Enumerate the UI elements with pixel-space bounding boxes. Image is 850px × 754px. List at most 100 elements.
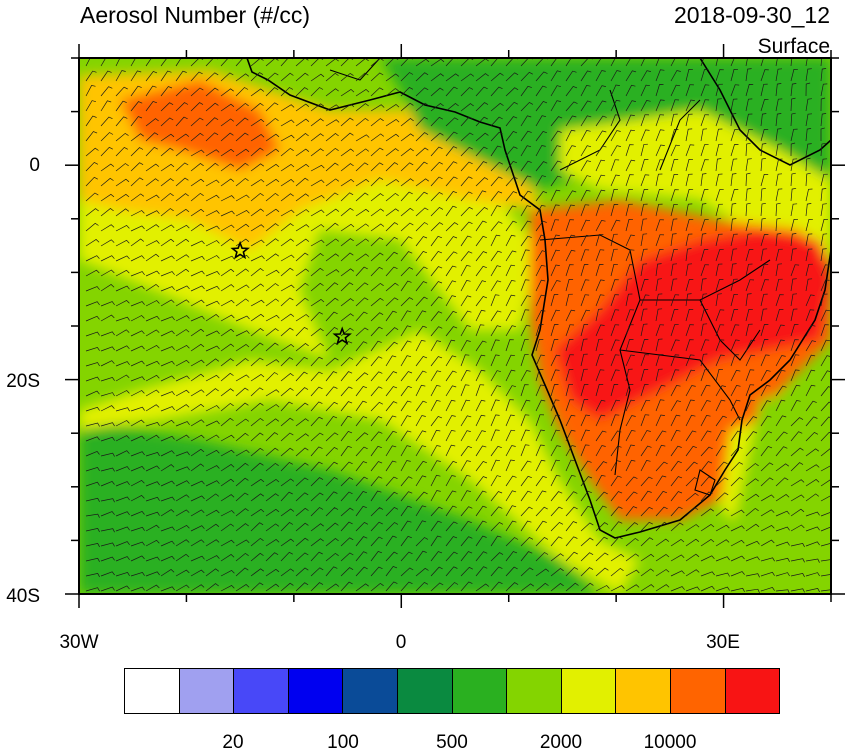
wind-barb — [640, 537, 654, 547]
wind-barb — [520, 536, 534, 547]
wind-barb — [235, 584, 250, 592]
wind-barb — [205, 358, 220, 367]
wind-barb — [100, 255, 115, 262]
wind-barb — [730, 113, 737, 127]
wind-barb — [100, 269, 115, 277]
wind-barb — [445, 430, 456, 442]
wind-barb — [325, 269, 340, 277]
x-axis-label-30w: 30W — [59, 632, 99, 653]
wind-barb — [145, 70, 158, 82]
wind-barb — [640, 70, 651, 82]
wind-barb — [100, 86, 113, 97]
wind-barb — [415, 384, 426, 397]
wind-barb — [235, 523, 249, 532]
wind-barb — [745, 233, 753, 247]
wind-barb — [250, 537, 264, 547]
wind-barb — [775, 494, 790, 502]
wind-barb — [115, 255, 130, 262]
wind-barb — [340, 178, 355, 187]
wind-barb — [520, 324, 531, 337]
wind-barb — [220, 255, 235, 262]
wind-barb — [730, 218, 737, 232]
wind-barb — [340, 552, 354, 562]
wind-barb — [790, 293, 798, 307]
wind-barb — [415, 116, 428, 127]
wind-barb — [505, 490, 517, 502]
wind-barb — [685, 203, 693, 217]
wind-barb — [520, 220, 532, 232]
wind-barb — [385, 506, 399, 517]
wind-barb — [745, 507, 759, 517]
indian-ocean-green — [720, 380, 831, 594]
wind-barb — [205, 523, 220, 532]
colorbar-swatch — [124, 668, 180, 714]
wind-barb — [370, 72, 384, 82]
wind-barb — [475, 73, 489, 82]
wind-barb — [700, 249, 709, 262]
wind-barb — [775, 431, 788, 442]
wind-barb — [760, 509, 775, 517]
wind-barb — [520, 339, 529, 352]
wind-barb — [145, 465, 160, 472]
wind-barb — [415, 72, 429, 82]
wind-barb — [580, 160, 592, 172]
wind-barb — [580, 70, 592, 82]
wind-barb — [535, 414, 545, 427]
wind-barb — [685, 263, 693, 277]
wind-barb — [610, 475, 622, 487]
wind-barb — [370, 237, 384, 247]
wind-barb — [640, 354, 649, 367]
wind-barb — [250, 552, 264, 562]
wind-barb — [85, 390, 100, 397]
wind-barb — [535, 205, 546, 217]
wind-barb — [490, 566, 503, 577]
wind-barb — [670, 70, 681, 82]
wind-barb — [655, 144, 665, 157]
wind-barb — [670, 354, 680, 367]
wind-barb — [445, 222, 459, 232]
wind-barb — [385, 371, 398, 382]
wind-barb — [610, 460, 621, 472]
wind-barb — [295, 522, 309, 532]
wind-barb — [475, 340, 487, 352]
wind-barb — [775, 557, 790, 562]
wind-barb — [670, 144, 680, 157]
wind-barb — [820, 248, 827, 262]
wind-barb — [400, 551, 413, 562]
wind-barb — [280, 209, 295, 217]
wind-barb — [325, 133, 339, 142]
wind-barb — [490, 429, 500, 442]
wind-barb — [145, 270, 160, 277]
wind-barb — [220, 358, 234, 367]
wind-barb — [145, 571, 160, 577]
wind-barb — [190, 270, 205, 277]
wind-barb — [490, 475, 501, 487]
wind-barb — [730, 461, 743, 472]
wind-barb — [490, 294, 500, 307]
wind-barb — [760, 143, 767, 157]
wind-barb — [205, 420, 220, 427]
wind-barb — [670, 294, 680, 307]
wind-barb — [460, 73, 475, 82]
wind-barb — [145, 163, 160, 172]
wind-barb — [400, 72, 414, 82]
wind-barb — [385, 282, 399, 292]
wind-barb — [625, 459, 636, 472]
wind-barb — [340, 477, 354, 487]
wind-barb — [250, 268, 264, 277]
wind-barb — [565, 459, 575, 472]
wind-barb — [475, 399, 486, 412]
wind-barb — [445, 86, 458, 97]
wind-barb — [445, 460, 458, 472]
wind-barb — [460, 58, 474, 67]
wind-barb — [655, 444, 666, 457]
wind-barb — [490, 491, 503, 502]
wind-barb — [520, 399, 531, 412]
wind-barb — [790, 233, 797, 247]
wind-barb — [130, 101, 143, 112]
wind-barb — [235, 432, 249, 442]
wind-barb — [190, 285, 205, 292]
wind-barb — [340, 415, 352, 427]
wind-barb — [565, 536, 578, 547]
wind-barb — [415, 505, 427, 517]
